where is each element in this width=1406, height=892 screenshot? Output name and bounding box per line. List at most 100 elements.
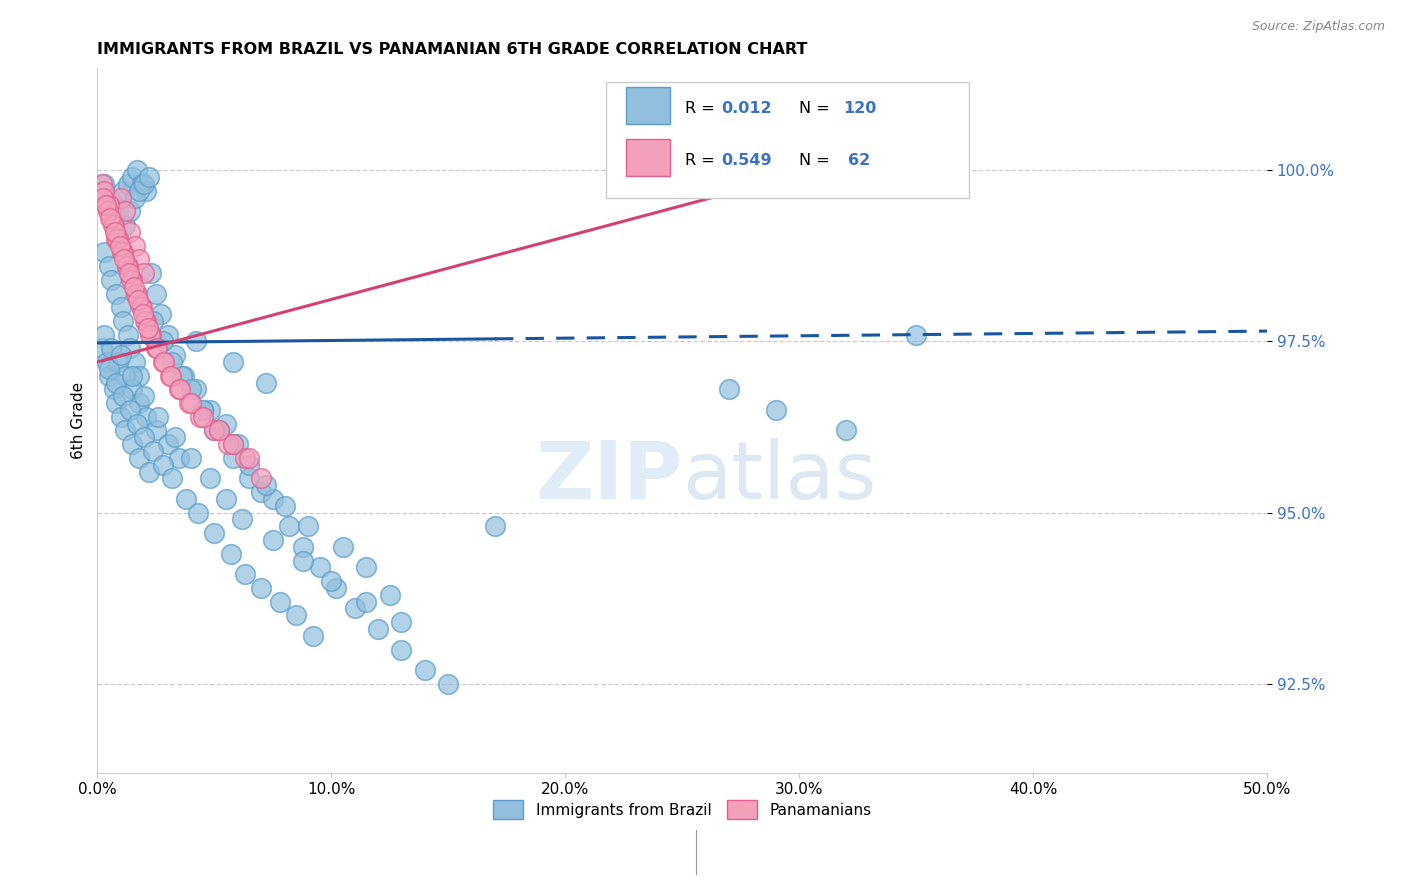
Point bbox=[343, 601, 366, 615]
Point bbox=[356, 594, 378, 608]
Point bbox=[135, 409, 157, 424]
Point bbox=[163, 430, 186, 444]
Point bbox=[222, 437, 245, 451]
Point bbox=[131, 300, 153, 314]
Point bbox=[136, 320, 159, 334]
Point bbox=[120, 225, 142, 239]
Point bbox=[114, 368, 136, 383]
Point bbox=[117, 177, 139, 191]
Point bbox=[108, 238, 131, 252]
Point bbox=[292, 553, 315, 567]
Point bbox=[138, 170, 160, 185]
Point bbox=[152, 334, 174, 349]
Point bbox=[297, 519, 319, 533]
Text: N =: N = bbox=[799, 101, 835, 116]
Point bbox=[120, 204, 142, 219]
Point bbox=[215, 417, 238, 431]
Point bbox=[112, 314, 135, 328]
Point bbox=[250, 581, 273, 595]
Point bbox=[110, 348, 132, 362]
Point bbox=[141, 266, 163, 280]
Point bbox=[145, 286, 167, 301]
Point bbox=[153, 355, 176, 369]
Point bbox=[391, 615, 413, 629]
Point bbox=[138, 465, 160, 479]
Point bbox=[835, 424, 858, 438]
Point bbox=[163, 348, 186, 362]
Point bbox=[160, 471, 183, 485]
Point bbox=[202, 526, 225, 541]
Point bbox=[174, 491, 197, 506]
Point bbox=[98, 211, 121, 226]
Point bbox=[93, 177, 115, 191]
Point bbox=[238, 471, 260, 485]
Point bbox=[285, 608, 308, 623]
Bar bbox=[626, 87, 671, 124]
Point bbox=[238, 458, 260, 472]
Point bbox=[378, 588, 401, 602]
Point bbox=[107, 232, 129, 246]
Point bbox=[91, 191, 114, 205]
Point bbox=[128, 368, 150, 383]
Point bbox=[111, 245, 134, 260]
Point bbox=[135, 314, 157, 328]
Point bbox=[262, 491, 284, 506]
Point bbox=[121, 437, 143, 451]
Point bbox=[100, 211, 122, 226]
Point bbox=[100, 273, 122, 287]
Point bbox=[112, 252, 135, 267]
Point bbox=[131, 177, 153, 191]
Point bbox=[273, 499, 295, 513]
Point bbox=[145, 341, 167, 355]
Point bbox=[222, 450, 245, 465]
Text: 62: 62 bbox=[848, 153, 870, 168]
Point bbox=[98, 259, 121, 273]
Point bbox=[765, 403, 787, 417]
Point bbox=[134, 430, 156, 444]
Point bbox=[134, 314, 156, 328]
Point bbox=[112, 389, 135, 403]
Point bbox=[202, 424, 225, 438]
Point bbox=[208, 424, 231, 438]
Point bbox=[180, 396, 202, 410]
Point bbox=[134, 266, 156, 280]
Text: R =: R = bbox=[685, 101, 720, 116]
Point bbox=[98, 191, 121, 205]
Point bbox=[110, 300, 132, 314]
Point bbox=[94, 197, 117, 211]
Point bbox=[202, 424, 225, 438]
Point bbox=[177, 396, 200, 410]
Point bbox=[96, 197, 118, 211]
Point bbox=[269, 594, 291, 608]
Text: 0.012: 0.012 bbox=[721, 101, 772, 116]
Point bbox=[413, 663, 436, 677]
Point bbox=[159, 368, 181, 383]
Point bbox=[107, 355, 129, 369]
Point bbox=[103, 383, 125, 397]
Point bbox=[105, 376, 128, 390]
Point bbox=[115, 259, 138, 273]
Point bbox=[160, 355, 183, 369]
Point bbox=[114, 204, 136, 219]
Point bbox=[301, 629, 323, 643]
Point bbox=[128, 396, 150, 410]
Point bbox=[188, 409, 211, 424]
Point bbox=[250, 471, 273, 485]
Text: 120: 120 bbox=[844, 101, 877, 116]
Point bbox=[103, 218, 125, 232]
Point bbox=[122, 279, 145, 293]
Point bbox=[367, 622, 389, 636]
Point bbox=[332, 540, 354, 554]
Point bbox=[160, 368, 183, 383]
Point bbox=[156, 327, 179, 342]
Point bbox=[238, 450, 260, 465]
Point bbox=[146, 409, 169, 424]
Point bbox=[110, 409, 132, 424]
Point bbox=[120, 341, 142, 355]
Point bbox=[134, 389, 156, 403]
Point bbox=[167, 383, 190, 397]
Point bbox=[135, 184, 157, 198]
Point bbox=[308, 560, 330, 574]
Point bbox=[91, 341, 114, 355]
Point bbox=[905, 327, 928, 342]
